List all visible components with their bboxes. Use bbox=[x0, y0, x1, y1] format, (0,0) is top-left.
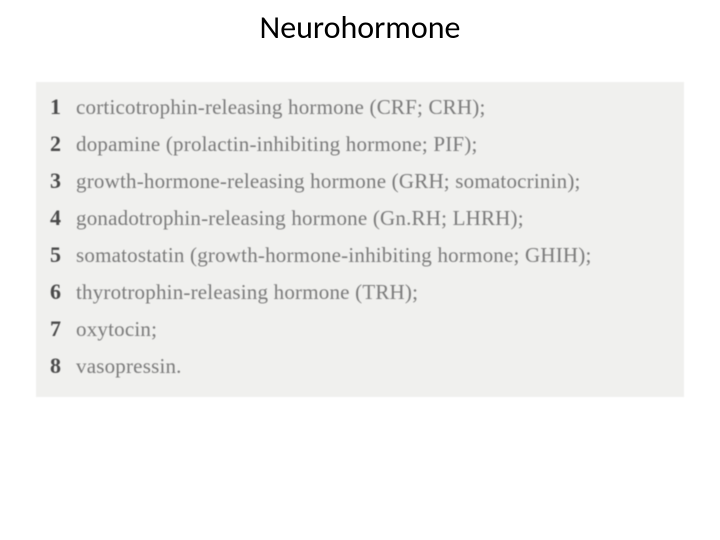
item-number: 8 bbox=[50, 353, 76, 379]
list-item: 5 somatostatin (growth-hormone-inhibitin… bbox=[50, 242, 670, 268]
list-item: 3 growth-hormone-releasing hormone (GRH;… bbox=[50, 168, 670, 194]
item-text: growth-hormone-releasing hormone (GRH; s… bbox=[76, 169, 581, 194]
item-number: 5 bbox=[50, 242, 76, 268]
item-number: 6 bbox=[50, 279, 76, 305]
item-text: corticotrophin-releasing hormone (CRF; C… bbox=[76, 95, 485, 120]
slide: Neurohormone 1 corticotrophin-releasing … bbox=[0, 0, 720, 540]
list-item: 6 thyrotrophin-releasing hormone (TRH); bbox=[50, 279, 670, 305]
item-text: thyrotrophin-releasing hormone (TRH); bbox=[76, 280, 418, 305]
list-item: 2 dopamine (prolactin-inhibiting hormone… bbox=[50, 131, 670, 157]
item-text: gonadotrophin-releasing hormone (Gn.RH; … bbox=[76, 206, 524, 231]
item-text: oxytocin; bbox=[76, 317, 157, 342]
slide-title: Neurohormone bbox=[0, 8, 720, 47]
list-item: 4 gonadotrophin-releasing hormone (Gn.RH… bbox=[50, 205, 670, 231]
item-text: vasopressin. bbox=[76, 354, 182, 379]
item-number: 7 bbox=[50, 316, 76, 342]
hormone-list: 1 corticotrophin-releasing hormone (CRF;… bbox=[36, 82, 684, 397]
list-item: 1 corticotrophin-releasing hormone (CRF;… bbox=[50, 94, 670, 120]
item-text: somatostatin (growth-hormone-inhibiting … bbox=[76, 243, 592, 268]
list-item: 7 oxytocin; bbox=[50, 316, 670, 342]
item-number: 1 bbox=[50, 94, 76, 120]
item-number: 2 bbox=[50, 131, 76, 157]
item-number: 4 bbox=[50, 205, 76, 231]
item-number: 3 bbox=[50, 168, 76, 194]
item-text: dopamine (prolactin-inhibiting hormone; … bbox=[76, 132, 478, 157]
list-item: 8 vasopressin. bbox=[50, 353, 670, 379]
